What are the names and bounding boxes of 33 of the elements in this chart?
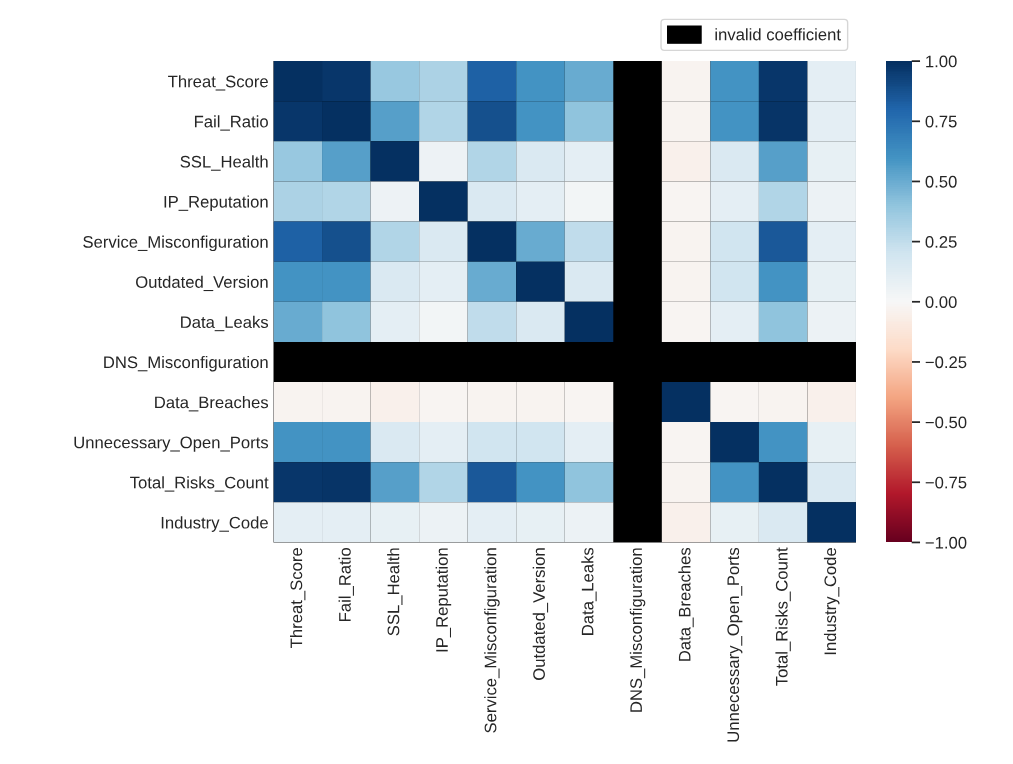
x-tick-label: SSL_Health <box>387 548 403 636</box>
x-tick-label: Industry_Code <box>823 548 840 655</box>
y-tick-label: Data_Leaks <box>181 315 269 332</box>
color-bar-label: 0.75 <box>925 115 957 128</box>
color-bar-label: 0.25 <box>925 236 957 248</box>
y-tick-label: Fail_Ratio <box>194 115 268 131</box>
y-tick-label: Industry_Code <box>161 516 268 532</box>
x-tick-label: Unnecessary_Open_Ports <box>727 547 743 742</box>
x-tick-label: Data_Leaks <box>581 547 597 635</box>
x-tick-label: Fail_Ratio <box>338 548 354 621</box>
color-bar-label: 0.50 <box>925 175 957 188</box>
y-tick-label: Service_Misconfiguration <box>83 235 268 252</box>
y-tick-label: SSL_Health <box>180 155 268 171</box>
x-tick-label: IP_Reputation <box>435 548 452 652</box>
color-bar-label: −0.50 <box>925 416 967 429</box>
y-tick-label: Threat_Score <box>168 75 268 91</box>
y-tick-label: Total_Risks_Count <box>130 476 269 492</box>
y-tick-label: DNS_Misconfiguration <box>104 355 268 372</box>
y-tick-label: Unnecessary_Open_Ports <box>74 436 269 452</box>
color-bar-label: 1.00 <box>926 55 957 68</box>
x-tick-label: Service_Misconfiguration <box>484 548 500 733</box>
y-tick-label: Data_Breaches <box>155 396 269 412</box>
color-bar-label: −0.25 <box>925 356 967 369</box>
x-tick-label: Outdated_Version <box>532 548 549 680</box>
color-bar-label: −0.75 <box>925 476 967 489</box>
color-bar-label: −1.00 <box>925 536 967 549</box>
color-bar-label: 0.00 <box>925 296 957 308</box>
x-tick-label: Data_Breaches <box>678 547 694 661</box>
x-tick-label: DNS_Misconfiguration <box>629 548 646 712</box>
x-tick-label: Total_Risks_Count <box>775 547 791 686</box>
text: invalid coefficient <box>715 28 841 41</box>
y-tick-label: IP_Reputation <box>164 195 268 211</box>
y-tick-label: Outdated_Version <box>136 275 268 292</box>
